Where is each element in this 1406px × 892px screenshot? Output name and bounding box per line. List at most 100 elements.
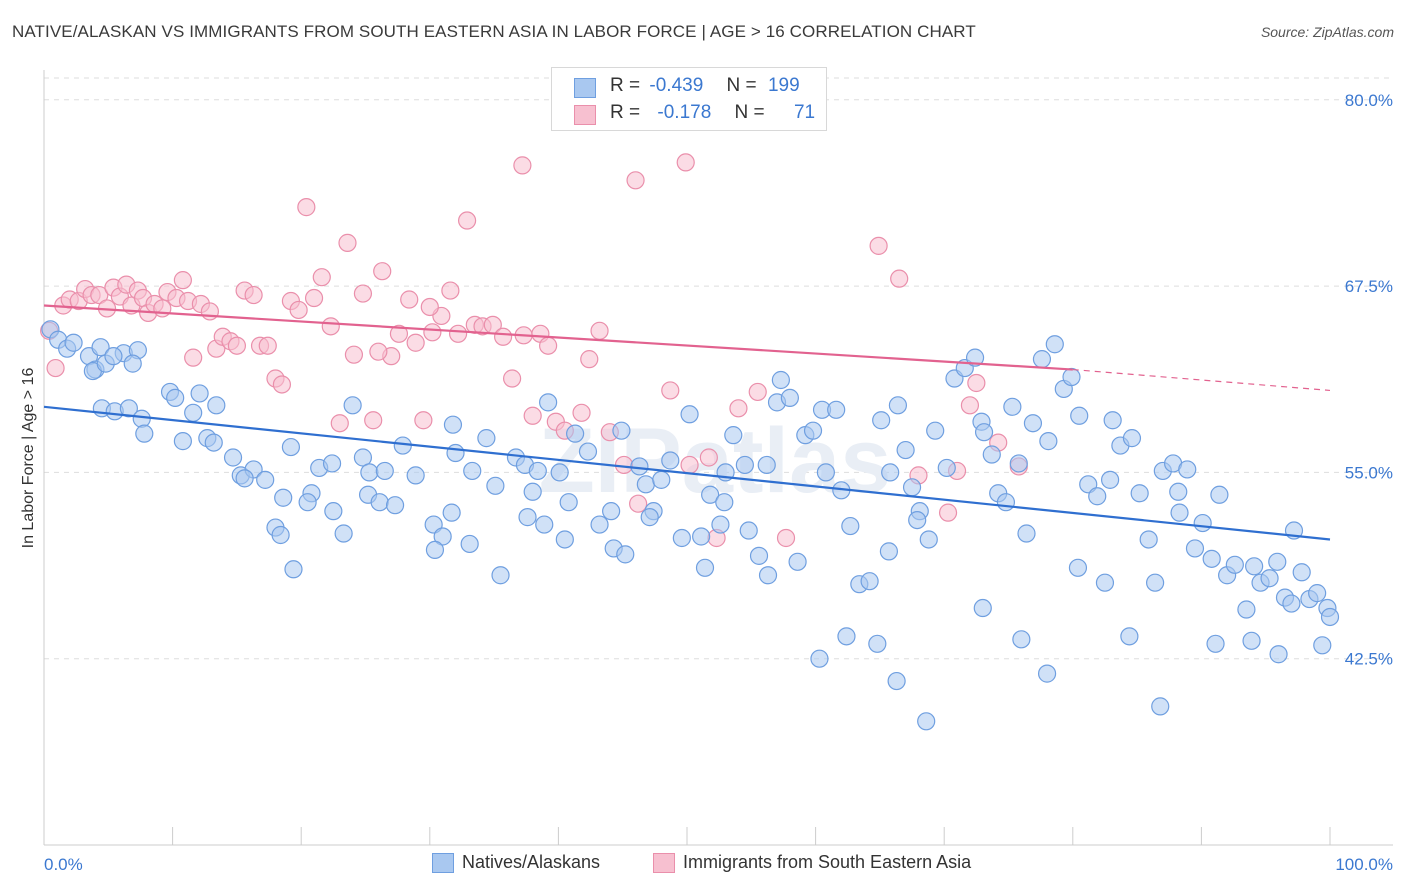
blue-point-64 xyxy=(523,482,542,501)
pink-point-48 xyxy=(389,324,409,343)
blue-point-75 xyxy=(616,545,635,564)
x-tick-labels: 0.0% 100.0% xyxy=(44,855,1393,874)
legend-blue-swatch xyxy=(432,853,454,873)
pink-point-42 xyxy=(338,233,357,252)
blue-point-127 xyxy=(1039,432,1058,451)
blue-point-52 xyxy=(433,527,452,546)
trend-lines xyxy=(43,304,1331,541)
pink-point-45 xyxy=(364,411,383,430)
x-tick-label-max: 100.0% xyxy=(1335,855,1393,874)
blue-point-146 xyxy=(1193,513,1212,533)
pink-point-50 xyxy=(406,333,425,352)
blue-point-31 xyxy=(274,488,293,507)
blue-point-174 xyxy=(887,671,906,691)
pink-point-92 xyxy=(676,153,695,172)
blue-point-91 xyxy=(749,546,769,565)
blue-point-145 xyxy=(1185,539,1205,558)
blue-point-182 xyxy=(1120,627,1139,646)
pink-swatch xyxy=(574,105,596,125)
pink-point-43 xyxy=(344,345,364,364)
y-tick-label-2: 67.5% xyxy=(1345,277,1393,296)
pink-point-89 xyxy=(960,396,980,415)
pink-point-63 xyxy=(523,406,542,425)
pink-point-60 xyxy=(494,327,513,346)
blue-point-56 xyxy=(442,503,461,522)
blue-point-40 xyxy=(324,502,343,521)
blue-point-170 xyxy=(810,649,829,668)
blue-point-44 xyxy=(360,463,379,482)
blue-point-85 xyxy=(701,485,720,504)
blue-point-109 xyxy=(902,478,922,497)
blue-point-177 xyxy=(973,598,992,618)
blue-point-84 xyxy=(692,527,711,546)
pink-point-69 xyxy=(580,350,599,369)
blue-point-39 xyxy=(322,454,342,473)
pink-point-90 xyxy=(420,297,439,317)
blue-point-79 xyxy=(652,470,671,489)
blue-point-138 xyxy=(1130,484,1149,503)
blue-point-171 xyxy=(837,627,856,646)
pink-point-55 xyxy=(448,324,468,343)
blue-point-105 xyxy=(872,411,891,430)
pink-point-75 xyxy=(680,455,699,475)
blue-point-116 xyxy=(965,348,985,367)
pink-point-84 xyxy=(938,503,958,522)
blue-point-160 xyxy=(1308,584,1327,603)
pink-point-52 xyxy=(423,323,442,342)
pink-point-61 xyxy=(503,369,522,388)
blue-point-19 xyxy=(166,388,185,407)
blue-point-181 xyxy=(1100,470,1120,489)
blue-n-value: 199 xyxy=(767,75,800,96)
blue-point-133 xyxy=(1088,487,1107,506)
blue-point-108 xyxy=(896,440,915,460)
blue-point-131 xyxy=(1070,406,1089,425)
pink-point-39 xyxy=(312,268,331,287)
blue-point-187 xyxy=(1269,645,1288,664)
blue-point-152 xyxy=(1245,557,1264,576)
pink-point-34 xyxy=(272,375,292,394)
blue-point-34 xyxy=(271,525,290,545)
blue-point-82 xyxy=(672,528,691,548)
blue-point-60 xyxy=(486,476,505,495)
blue-point-121 xyxy=(996,493,1016,512)
blue-point-102 xyxy=(841,516,860,536)
pink-point-22 xyxy=(184,348,203,367)
blue-point-128 xyxy=(1045,335,1064,354)
pink-n-value: 71 xyxy=(793,102,816,123)
blue-point-3 xyxy=(64,333,83,352)
blue-point-90 xyxy=(739,521,758,540)
blue-trend-line xyxy=(43,405,1331,541)
axes xyxy=(43,70,1393,846)
blue-point-188 xyxy=(1282,594,1301,613)
blue-point-104 xyxy=(860,572,879,591)
blue-point-135 xyxy=(1103,411,1122,430)
pink-point-54 xyxy=(441,281,460,300)
blue-point-154 xyxy=(1260,569,1279,588)
blue-point-161 xyxy=(1313,636,1332,655)
pink-point-79 xyxy=(748,382,767,402)
blue-point-163 xyxy=(518,508,537,527)
blue-point-50 xyxy=(406,466,425,485)
y-tick-label-1: 55.0% xyxy=(1345,463,1393,482)
blue-point-118 xyxy=(982,445,1001,464)
blue-point-122 xyxy=(1003,397,1022,416)
pink-point-44 xyxy=(353,284,373,303)
blue-point-126 xyxy=(1032,350,1052,369)
blue-point-23 xyxy=(190,384,209,403)
blue-point-32 xyxy=(281,437,301,457)
blue-point-42 xyxy=(343,396,362,415)
blue-point-70 xyxy=(566,424,585,443)
pink-point-24 xyxy=(200,302,219,321)
blue-point-69 xyxy=(559,493,578,512)
blue-point-100 xyxy=(827,400,846,419)
pink-point-36 xyxy=(289,300,308,320)
blue-point-71 xyxy=(578,442,598,461)
blue-point-148 xyxy=(1210,485,1229,504)
blue-point-186 xyxy=(1242,631,1261,650)
blue-point-183 xyxy=(1151,697,1170,716)
blue-point-68 xyxy=(550,463,569,482)
pink-point-1 xyxy=(46,358,65,378)
pink-point-7 xyxy=(90,285,109,305)
blue-point-29 xyxy=(235,469,254,488)
